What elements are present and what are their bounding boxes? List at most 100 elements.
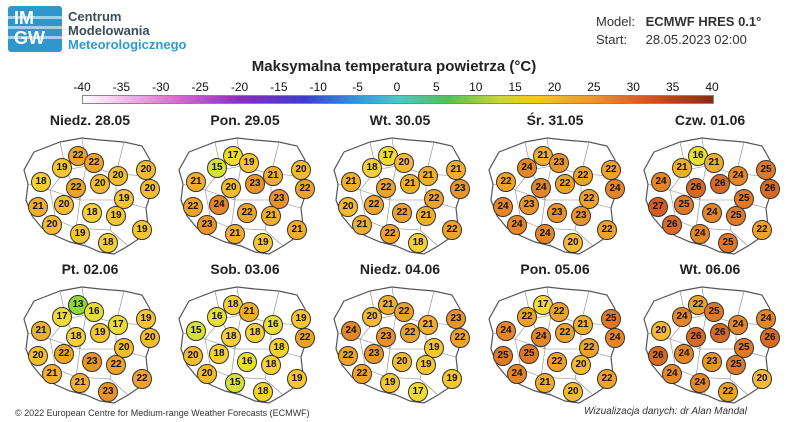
station-temperature: 23	[364, 344, 384, 364]
station-temperature: 20	[183, 346, 203, 366]
station-temperature: 21	[239, 302, 259, 322]
station-temperature: 22	[579, 338, 599, 358]
station-temperature: 21	[42, 364, 62, 384]
colorbar-tick-label: -25	[191, 80, 209, 94]
region-border	[419, 378, 439, 396]
station-temperature: 25	[601, 309, 621, 329]
station-temperature: 25	[726, 355, 746, 375]
station-temperature: 24	[728, 315, 748, 335]
region-border	[419, 229, 439, 247]
station-temperature: 21	[287, 220, 307, 240]
model-info: Model: ECMWF HRES 0.1° Start: 28.05.2023…	[596, 13, 761, 49]
panel-date-label: Pon. 29.05	[210, 112, 280, 128]
colorbar-tick-label: 20	[547, 80, 562, 94]
colorbar-tick-label: -15	[270, 80, 288, 94]
station-temperature: 26	[648, 346, 668, 366]
station-temperature: 22	[132, 369, 152, 389]
station-temperature: 22	[66, 178, 86, 198]
station-temperature: 19	[70, 224, 90, 244]
panel-date-label: Niedz. 28.05	[49, 112, 131, 128]
station-temperature: 26	[760, 328, 780, 348]
colorbar-tick-label: -35	[112, 80, 131, 94]
station-temperature: 26	[662, 215, 682, 235]
station-temperature: 20	[136, 160, 156, 180]
station-temperature: 20	[563, 382, 583, 402]
station-temperature: 21	[341, 172, 361, 192]
station-temperature: 22	[106, 355, 126, 375]
station-temperature: 26	[686, 178, 706, 198]
station-temperature: 21	[704, 153, 724, 173]
station-temperature: 20	[197, 364, 217, 384]
station-temperature: 22	[68, 146, 88, 166]
station-temperature: 21	[573, 315, 593, 335]
station-temperature: 22	[555, 174, 575, 194]
station-temperature: 20	[394, 153, 414, 173]
station-temperature: 19	[291, 309, 311, 329]
station-temperature: 18	[31, 172, 51, 192]
station-temperature: 24	[674, 344, 694, 364]
model-value: ECMWF HRES 0.1°	[645, 14, 762, 29]
region-border	[109, 229, 129, 247]
colorbar-tick-label: -20	[230, 80, 249, 94]
station-temperature: 24	[507, 364, 527, 384]
colorbar-tick-label: 25	[587, 80, 601, 94]
station-temperature: 22	[597, 369, 617, 389]
station-temperature: 20	[140, 328, 160, 348]
station-temperature: 23	[245, 174, 265, 194]
station-temperature: 16	[84, 302, 104, 322]
station-temperature: 18	[269, 338, 289, 358]
station-temperature: 21	[261, 206, 281, 226]
station-temperature: 24	[493, 197, 513, 217]
station-temperature: 19	[239, 153, 259, 173]
station-temperature: 18	[253, 382, 273, 402]
poland-outline-map	[178, 286, 308, 404]
station-temperature: 25	[734, 189, 754, 209]
station-temperature: 23	[519, 195, 539, 215]
station-temperature: 23	[98, 382, 118, 402]
panel-date-label: Wt. 30.05	[369, 112, 431, 128]
colorbar-tick-label: -5	[352, 80, 363, 94]
station-temperature: 23	[571, 206, 591, 226]
station-temperature: 20	[651, 321, 671, 341]
station-temperature: 24	[507, 215, 527, 235]
forecast-panel: Sob. 03.06 18 16 21 15 16 19 18 18 22 20 18 18 20 16 18…	[170, 261, 320, 411]
map-title: Maksymalna temperatura powietrza (°C)	[251, 58, 537, 75]
station-temperature: 22	[752, 220, 772, 240]
station-temperature: 25	[704, 302, 724, 322]
station-temperature: 18	[261, 355, 281, 375]
panel-date-label: Wt. 06.06	[679, 261, 741, 277]
colorbar-tick-label: -10	[309, 80, 327, 94]
station-temperature: 22	[601, 160, 621, 180]
colorbar-tick-label: 0	[393, 80, 401, 94]
station-temperature: 22	[517, 307, 537, 327]
station-temperature: 15	[207, 158, 227, 178]
station-temperature: 20	[291, 160, 311, 180]
station-temperature: 21	[400, 174, 420, 194]
colorbar-tick-label: 30	[626, 80, 640, 94]
station-temperature: 21	[672, 158, 692, 178]
station-temperature: 23	[450, 179, 470, 199]
station-temperature: 22	[579, 189, 599, 209]
station-temperature: 22	[183, 197, 203, 217]
station-temperature: 24	[690, 224, 710, 244]
station-temperature: 22	[295, 328, 315, 348]
station-temperature: 19	[132, 220, 152, 240]
station-temperature: 20	[752, 369, 772, 389]
station-temperature: 20	[114, 338, 134, 358]
station-temperature: 19	[136, 309, 156, 329]
station-temperature: 23	[376, 327, 396, 347]
station-temperature: 22	[237, 203, 257, 223]
region-border	[109, 378, 129, 396]
region-border	[729, 229, 749, 247]
station-temperature: 20	[28, 346, 48, 366]
region-border	[264, 229, 284, 247]
poland-outline-map	[178, 137, 308, 255]
station-temperature: 21	[418, 315, 438, 335]
region-border	[574, 229, 594, 247]
colorbar-tick-label: 35	[665, 80, 680, 94]
station-temperature: 18	[82, 203, 102, 223]
station-temperature: 18	[209, 344, 229, 364]
station-temperature: 18	[98, 233, 118, 253]
station-temperature: 23	[547, 203, 567, 223]
station-temperature: 16	[263, 315, 283, 335]
